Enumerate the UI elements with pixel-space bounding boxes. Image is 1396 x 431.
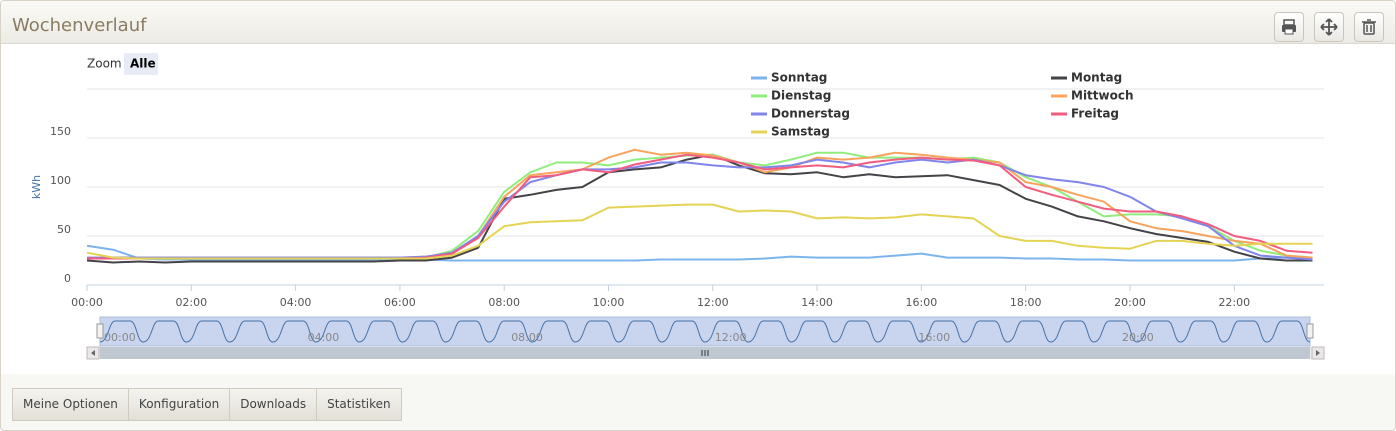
x-tick-label: 18:00 xyxy=(1010,296,1042,309)
tab-bar: Meine Optionen Konfiguration Downloads Stat… xyxy=(12,388,402,421)
x-tick-label: 22:00 xyxy=(1218,296,1250,309)
navigator-handle-right[interactable] xyxy=(1306,323,1314,339)
legend-label: Freitag xyxy=(1071,107,1119,121)
y-tick-label: 150 xyxy=(50,125,71,138)
chart-area: Zoom Alle 0 50 100 150 kWh 00:00 02:00 04:00 06:00… xyxy=(1,44,1395,374)
chart: Zoom Alle 0 50 100 150 kWh 00:00 02:00 04:00 06:00… xyxy=(30,53,1325,360)
navigator-series xyxy=(99,320,1311,343)
zoom-button[interactable] xyxy=(124,53,158,75)
x-tick-label: 04:00 xyxy=(280,296,312,309)
x-tick-label: 20:00 xyxy=(1114,296,1146,309)
navigator-label: 08:00 xyxy=(511,331,543,344)
series-line xyxy=(87,158,1313,261)
x-tick-label: 16:00 xyxy=(906,296,938,309)
y-tick-label: 0 xyxy=(64,272,71,285)
legend-label: Dienstag xyxy=(771,89,831,103)
x-tick-label: 12:00 xyxy=(697,296,729,309)
navigator-label: 12:00 xyxy=(715,331,747,344)
delete-button[interactable] xyxy=(1354,12,1384,42)
navigator-handle-left[interactable] xyxy=(96,323,104,339)
print-icon xyxy=(1282,19,1296,35)
legend-label: Samstag xyxy=(771,125,830,139)
navigator-label: 04:00 xyxy=(308,331,340,344)
legend-label: Donnerstag xyxy=(771,107,850,121)
tab[interactable]: Statistiken xyxy=(316,388,402,421)
legend-label: Montag xyxy=(1071,71,1122,85)
navigator-label: 16:00 xyxy=(918,331,950,344)
legend-label: Mittwoch xyxy=(1071,89,1134,103)
x-tick-label: 10:00 xyxy=(593,296,625,309)
series-line xyxy=(86,153,1313,264)
tab[interactable]: Meine Optionen xyxy=(12,388,128,421)
print-button[interactable] xyxy=(1274,12,1304,42)
navigator-label: 20:00 xyxy=(1122,331,1154,344)
x-tick-label: 02:00 xyxy=(175,296,207,309)
y-axis-label: kWh xyxy=(30,175,43,199)
navigator-label: 00:00 xyxy=(104,331,136,344)
tab[interactable]: Konfiguration xyxy=(127,388,230,421)
move-icon xyxy=(1320,18,1338,36)
move-button[interactable] xyxy=(1314,12,1344,42)
tab[interactable]: Downloads xyxy=(229,388,317,421)
widget-title: Wochenverlauf xyxy=(12,15,147,36)
x-tick-label: 14:00 xyxy=(801,296,833,309)
legend-label: Sonntag xyxy=(771,71,827,85)
trash-icon xyxy=(1362,19,1376,35)
x-tick-label: 00:00 xyxy=(71,296,103,309)
x-tick-label: 08:00 xyxy=(488,296,520,309)
x-tick-label: 06:00 xyxy=(384,296,416,309)
y-tick-label: 100 xyxy=(50,174,71,187)
widget-header: Wochenverlauf xyxy=(1,1,1395,44)
zoom-label: Zoom xyxy=(87,57,122,71)
series-line xyxy=(86,203,1313,260)
scrollbar-grip xyxy=(701,350,709,356)
zoom-button-label: Alle xyxy=(130,57,156,71)
series-line xyxy=(87,153,1313,260)
y-tick-label: 50 xyxy=(57,223,71,236)
